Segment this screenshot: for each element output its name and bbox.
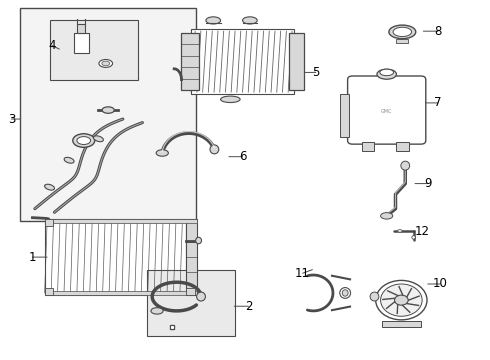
Ellipse shape: [206, 17, 220, 24]
Ellipse shape: [370, 292, 379, 301]
Text: 9: 9: [424, 177, 432, 190]
Bar: [49, 21, 138, 80]
Bar: [382, 320, 421, 327]
Bar: [396, 142, 409, 151]
Ellipse shape: [151, 308, 163, 314]
Text: 6: 6: [239, 150, 246, 163]
Ellipse shape: [220, 96, 240, 103]
Ellipse shape: [393, 27, 412, 37]
Bar: [20, 8, 196, 221]
Ellipse shape: [394, 295, 408, 305]
Ellipse shape: [340, 288, 350, 298]
Ellipse shape: [99, 59, 113, 67]
Ellipse shape: [376, 280, 427, 320]
Text: 8: 8: [434, 25, 441, 38]
Bar: [147, 270, 235, 336]
Ellipse shape: [210, 145, 219, 154]
Bar: [45, 288, 53, 295]
Bar: [186, 220, 197, 295]
Ellipse shape: [381, 284, 422, 316]
Ellipse shape: [64, 157, 74, 163]
Ellipse shape: [380, 69, 393, 76]
Bar: [74, 33, 89, 53]
Bar: [181, 33, 198, 90]
Bar: [396, 39, 408, 42]
Bar: [206, 19, 220, 24]
Text: 4: 4: [48, 39, 56, 52]
Bar: [45, 220, 197, 223]
Bar: [340, 94, 349, 137]
Ellipse shape: [377, 69, 396, 79]
Text: 7: 7: [434, 96, 442, 109]
Bar: [45, 291, 197, 295]
Text: 10: 10: [433, 278, 448, 291]
Ellipse shape: [94, 136, 103, 142]
Bar: [45, 220, 53, 226]
Text: 3: 3: [8, 113, 15, 126]
Ellipse shape: [156, 150, 169, 156]
Ellipse shape: [243, 17, 257, 24]
Ellipse shape: [412, 235, 416, 239]
Text: 1: 1: [29, 251, 36, 264]
Ellipse shape: [342, 290, 348, 296]
Ellipse shape: [77, 136, 91, 144]
Bar: [77, 24, 85, 33]
Bar: [289, 33, 304, 90]
Text: 2: 2: [245, 300, 252, 313]
Text: 5: 5: [312, 66, 319, 79]
Ellipse shape: [196, 237, 201, 244]
Bar: [191, 30, 294, 94]
Bar: [186, 288, 195, 295]
Bar: [362, 142, 374, 151]
Ellipse shape: [381, 213, 393, 219]
Ellipse shape: [45, 184, 54, 190]
Text: 12: 12: [415, 225, 429, 238]
Text: GMC: GMC: [381, 109, 392, 114]
Ellipse shape: [401, 161, 410, 170]
Bar: [45, 220, 186, 295]
Ellipse shape: [102, 107, 114, 113]
Ellipse shape: [397, 230, 402, 232]
Text: 11: 11: [295, 267, 310, 280]
Ellipse shape: [196, 292, 205, 301]
Bar: [243, 19, 257, 24]
FancyBboxPatch shape: [347, 76, 426, 144]
Ellipse shape: [73, 134, 95, 147]
Ellipse shape: [389, 25, 416, 39]
Ellipse shape: [102, 61, 110, 66]
